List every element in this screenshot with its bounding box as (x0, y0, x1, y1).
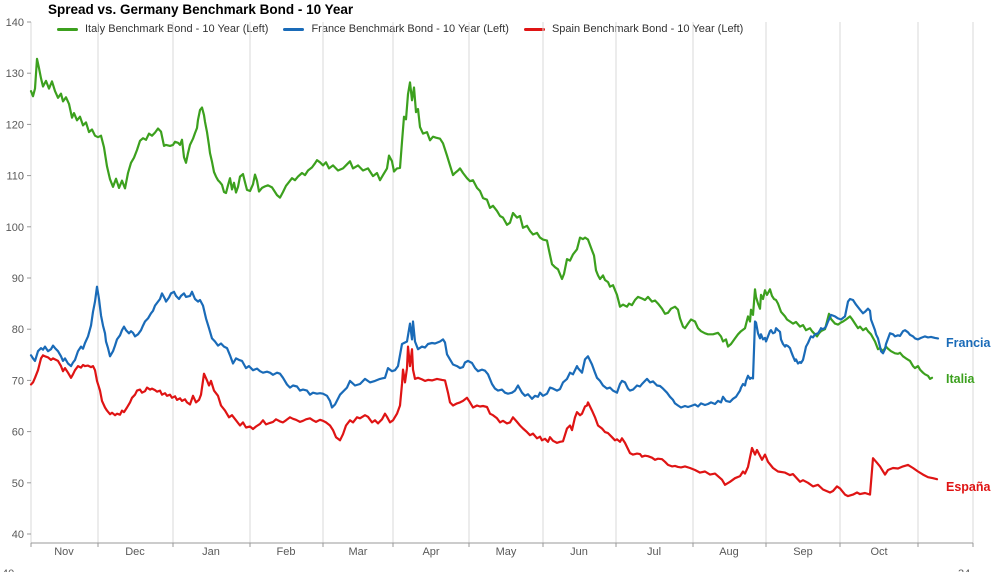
x-axis-label: Mar (349, 546, 368, 558)
legend-label: Spain Benchmark Bond - 10 Year (Left) (551, 23, 744, 35)
x-axis-label: Jan (202, 546, 220, 558)
legend-item-italia[interactable]: Italy Benchmark Bond - 10 Year (Left) (57, 23, 268, 35)
series-line-italia (29, 57, 934, 380)
legend-swatch-icon (523, 27, 545, 31)
y-axis-label: 80 (12, 324, 24, 336)
x-axis-label: Aug (719, 546, 739, 558)
legend-item-españa[interactable]: Spain Benchmark Bond - 10 Year (Left) (523, 23, 744, 35)
x-axis-label: Jul (647, 546, 661, 558)
x-axis-label: Oct (870, 546, 887, 558)
series-end-label-francia: Francia (946, 336, 992, 350)
legend-label: Italy Benchmark Bond - 10 Year (Left) (85, 23, 269, 35)
y-axis-label: 110 (6, 171, 24, 183)
y-axis-label: 60 (12, 427, 24, 439)
y-axis-label: 140 (6, 17, 24, 29)
x-axis-label: Sep (793, 546, 813, 558)
legend-item-francia[interactable]: France Benchmark Bond - 10 Year (Left) (283, 23, 509, 35)
legend-swatch-icon (283, 27, 305, 31)
series-end-label-italia: Italia (946, 372, 976, 386)
x-axis-label: Apr (422, 546, 439, 558)
y-axis-label: 120 (6, 119, 24, 131)
clipped-bottom-text: 34 (958, 568, 970, 572)
y-axis-label: 40 (12, 529, 24, 541)
legend-swatch-icon (57, 27, 78, 31)
y-axis-label: 90 (12, 273, 24, 285)
x-axis-label: Dec (125, 546, 145, 558)
series-end-label-españa: España (946, 480, 992, 494)
legend: Italy Benchmark Bond - 10 Year (Left) Fra… (57, 23, 743, 35)
chart-title: Spread vs. Germany Benchmark Bond - 10 Y… (48, 2, 354, 17)
series-line-francia (29, 285, 940, 409)
x-axis-label: Jun (570, 546, 588, 558)
clipped-bottom-text: 40 (2, 568, 14, 572)
y-axis-label: 50 (12, 478, 24, 490)
y-axis-label: 70 (12, 375, 24, 387)
x-axis-label: Feb (277, 546, 296, 558)
x-axis-label: Nov (54, 546, 74, 558)
y-axis-label: 100 (6, 222, 24, 234)
series-line-españa (29, 345, 939, 498)
x-axis-label: May (496, 546, 517, 558)
legend-label: France Benchmark Bond - 10 Year (Left) (311, 23, 509, 35)
y-axis-label: 130 (6, 68, 24, 80)
